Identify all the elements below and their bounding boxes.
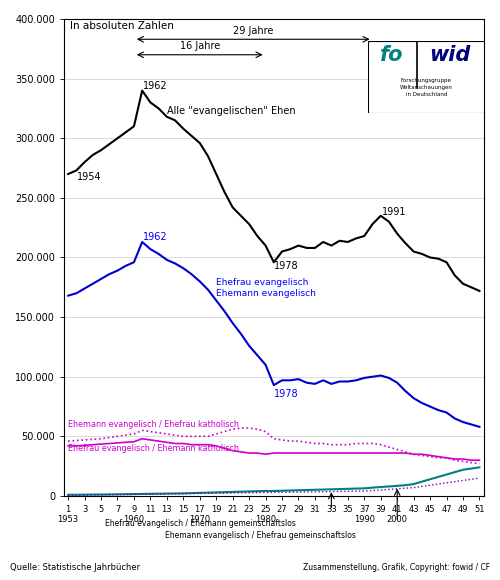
Text: Ehemann evangelisch / Ehefrau gemeinschaftslos: Ehemann evangelisch / Ehefrau gemeinscha… bbox=[164, 531, 356, 540]
Text: 1978: 1978 bbox=[274, 389, 298, 399]
Text: Alle "evangelischen" Ehen: Alle "evangelischen" Ehen bbox=[167, 106, 296, 117]
Text: 1962: 1962 bbox=[143, 81, 168, 92]
Text: Zusammenstellung, Grafik, Copyright: fowid / CF: Zusammenstellung, Grafik, Copyright: fow… bbox=[303, 563, 490, 571]
Text: 1978: 1978 bbox=[274, 262, 298, 271]
Text: fo: fo bbox=[380, 45, 404, 65]
Text: 1962: 1962 bbox=[143, 231, 168, 242]
Text: Forschungsgruppe
Weltanschauungen
in Deutschland: Forschungsgruppe Weltanschauungen in Deu… bbox=[400, 78, 452, 97]
Text: 16 Jahre: 16 Jahre bbox=[180, 41, 220, 51]
FancyBboxPatch shape bbox=[368, 41, 484, 113]
Text: Quelle: Statistische Jahrbücher: Quelle: Statistische Jahrbücher bbox=[10, 563, 140, 571]
Text: Ehefrau evangelisch / Ehemann katholisch: Ehefrau evangelisch / Ehemann katholisch bbox=[68, 444, 239, 453]
Text: Ehefrau evangelisch / Ehemann gemeinschaftslos: Ehefrau evangelisch / Ehemann gemeinscha… bbox=[104, 519, 296, 528]
Text: Ehefrau evangelisch
Ehemann evangelisch: Ehefrau evangelisch Ehemann evangelisch bbox=[216, 278, 316, 298]
Text: 29 Jahre: 29 Jahre bbox=[233, 26, 274, 36]
Text: 1954: 1954 bbox=[77, 172, 102, 182]
Text: In absoluten Zahlen: In absoluten Zahlen bbox=[70, 20, 174, 31]
Text: wid: wid bbox=[429, 45, 470, 65]
Text: 1991: 1991 bbox=[382, 206, 407, 216]
Text: Ehemann evangelisch / Ehefrau katholisch: Ehemann evangelisch / Ehefrau katholisch bbox=[68, 420, 239, 429]
